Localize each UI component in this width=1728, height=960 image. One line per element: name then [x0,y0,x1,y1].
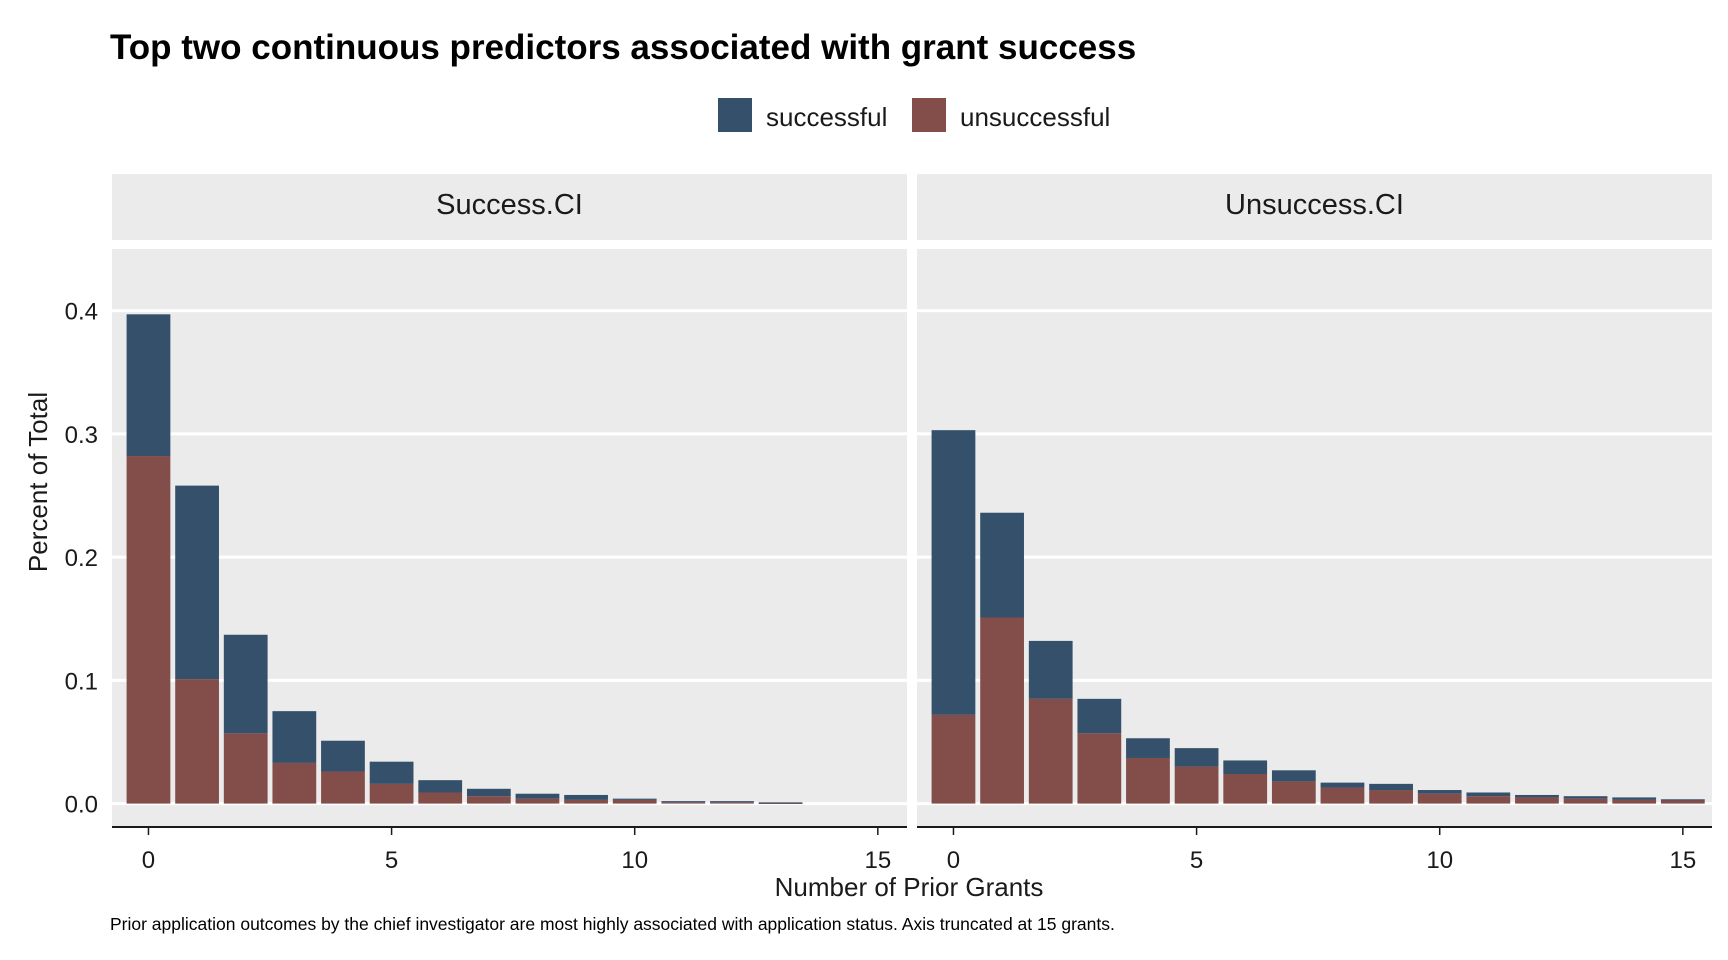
x-tick-label: 15 [1669,847,1696,874]
legend-swatch-successful [718,98,752,132]
bar-unsuccessful-1 [980,617,1024,804]
bar-unsuccessful-15 [1660,799,1705,804]
y-tick-label: 0.0 [65,792,98,819]
y-axis-title: Percent of Total [23,392,53,572]
bars [931,430,1705,804]
x-tick-label: 10 [1426,847,1453,874]
panel-unsuccess-ci: Unsuccess.CI 0 5 10 15 [917,174,1712,874]
bar-successful-11 [661,801,706,803]
bar-unsuccessful-14 [1612,799,1657,804]
bar-successful-4 [1126,738,1170,758]
bar-unsuccessful-9 [1369,790,1413,804]
bar-unsuccessful-9 [564,799,608,804]
y-tick-label: 0.2 [65,545,98,572]
bar-unsuccessful-6 [1223,774,1268,804]
bar-successful-2 [1028,640,1073,699]
bar-successful-5 [1174,748,1219,767]
bar-unsuccessful-12 [1515,797,1559,804]
bar-unsuccessful-13 [758,802,803,804]
bar-successful-2 [223,634,268,734]
bars [126,314,803,804]
strip-background [112,174,907,240]
bar-successful-11 [1466,792,1511,797]
x-tick-label: 10 [621,847,648,874]
bar-unsuccessful-2 [1028,698,1073,804]
bar-unsuccessful-8 [515,798,560,804]
bar-successful-7 [466,788,511,797]
bar-successful-13 [1563,796,1608,799]
bar-unsuccessful-13 [1563,798,1608,804]
x-axis-title: Number of Prior Grants [775,872,1044,902]
bar-successful-7 [1271,770,1316,782]
bar-successful-15 [1660,799,1705,801]
bar-successful-12 [1515,794,1559,798]
y-tick-label: 0.4 [65,299,98,326]
x-tick-label: 0 [142,847,155,874]
x-tick-label: 5 [1190,847,1203,874]
legend-label-successful: successful [766,102,887,132]
bar-successful-1 [980,512,1024,618]
bar-unsuccessful-11 [1466,796,1511,804]
bar-successful-1 [175,485,219,680]
bar-unsuccessful-10 [1417,793,1462,804]
x-tick-label: 0 [947,847,960,874]
bar-unsuccessful-11 [661,802,706,804]
chart-caption: Prior application outcomes by the chief … [110,914,1115,934]
bar-successful-10 [1417,790,1462,794]
legend-label-unsuccessful: unsuccessful [960,102,1110,132]
bar-successful-4 [321,740,365,772]
bar-unsuccessful-3 [272,762,317,804]
bar-unsuccessful-4 [1126,757,1170,804]
bar-unsuccessful-5 [1174,766,1219,804]
bar-successful-9 [1369,783,1413,791]
bar-unsuccessful-0 [126,456,171,804]
bar-unsuccessful-8 [1320,787,1365,804]
chart-title: Top two continuous predictors associated… [110,28,1136,67]
facet-panels: Success.CI 0 5 10 15 Unsuccess.CI 0 5 10 15 [112,174,1712,874]
bar-unsuccessful-1 [175,679,219,804]
x-tick-label: 5 [385,847,398,874]
bar-successful-12 [710,801,754,803]
x-tick-label: 15 [864,847,891,874]
bar-unsuccessful-4 [321,771,365,804]
bar-successful-0 [126,314,171,457]
bar-unsuccessful-2 [223,733,268,804]
bar-successful-8 [515,793,560,799]
bar-unsuccessful-7 [466,796,511,804]
bar-unsuccessful-10 [612,799,657,804]
bar-unsuccessful-3 [1077,733,1122,804]
legend-swatch-unsuccessful [912,98,946,132]
bar-unsuccessful-7 [1271,781,1316,804]
bar-successful-8 [1320,782,1365,788]
bar-unsuccessful-6 [418,792,463,804]
bar-unsuccessful-5 [369,783,414,804]
legend: successful unsuccessful [718,98,1110,132]
bar-successful-3 [272,711,317,763]
bar-successful-6 [1223,760,1268,775]
bar-successful-0 [931,430,976,715]
y-tick-label: 0.3 [65,422,98,449]
y-tick-label: 0.1 [65,668,98,695]
bar-successful-3 [1077,698,1122,734]
strip-background [917,174,1712,240]
bar-successful-6 [418,780,463,793]
strip-label: Success.CI [436,189,583,221]
bar-successful-9 [564,794,608,800]
bar-unsuccessful-0 [931,714,976,804]
bar-successful-5 [369,761,414,784]
bar-successful-10 [612,798,657,800]
bar-unsuccessful-12 [710,802,754,804]
panel-success-ci: Success.CI 0 5 10 15 [112,174,907,874]
bar-successful-14 [1612,797,1657,800]
bar-successful-13 [758,802,803,804]
y-axis: 0.0 0.1 0.2 0.3 0.4 [65,299,98,819]
strip-label: Unsuccess.CI [1225,189,1404,221]
